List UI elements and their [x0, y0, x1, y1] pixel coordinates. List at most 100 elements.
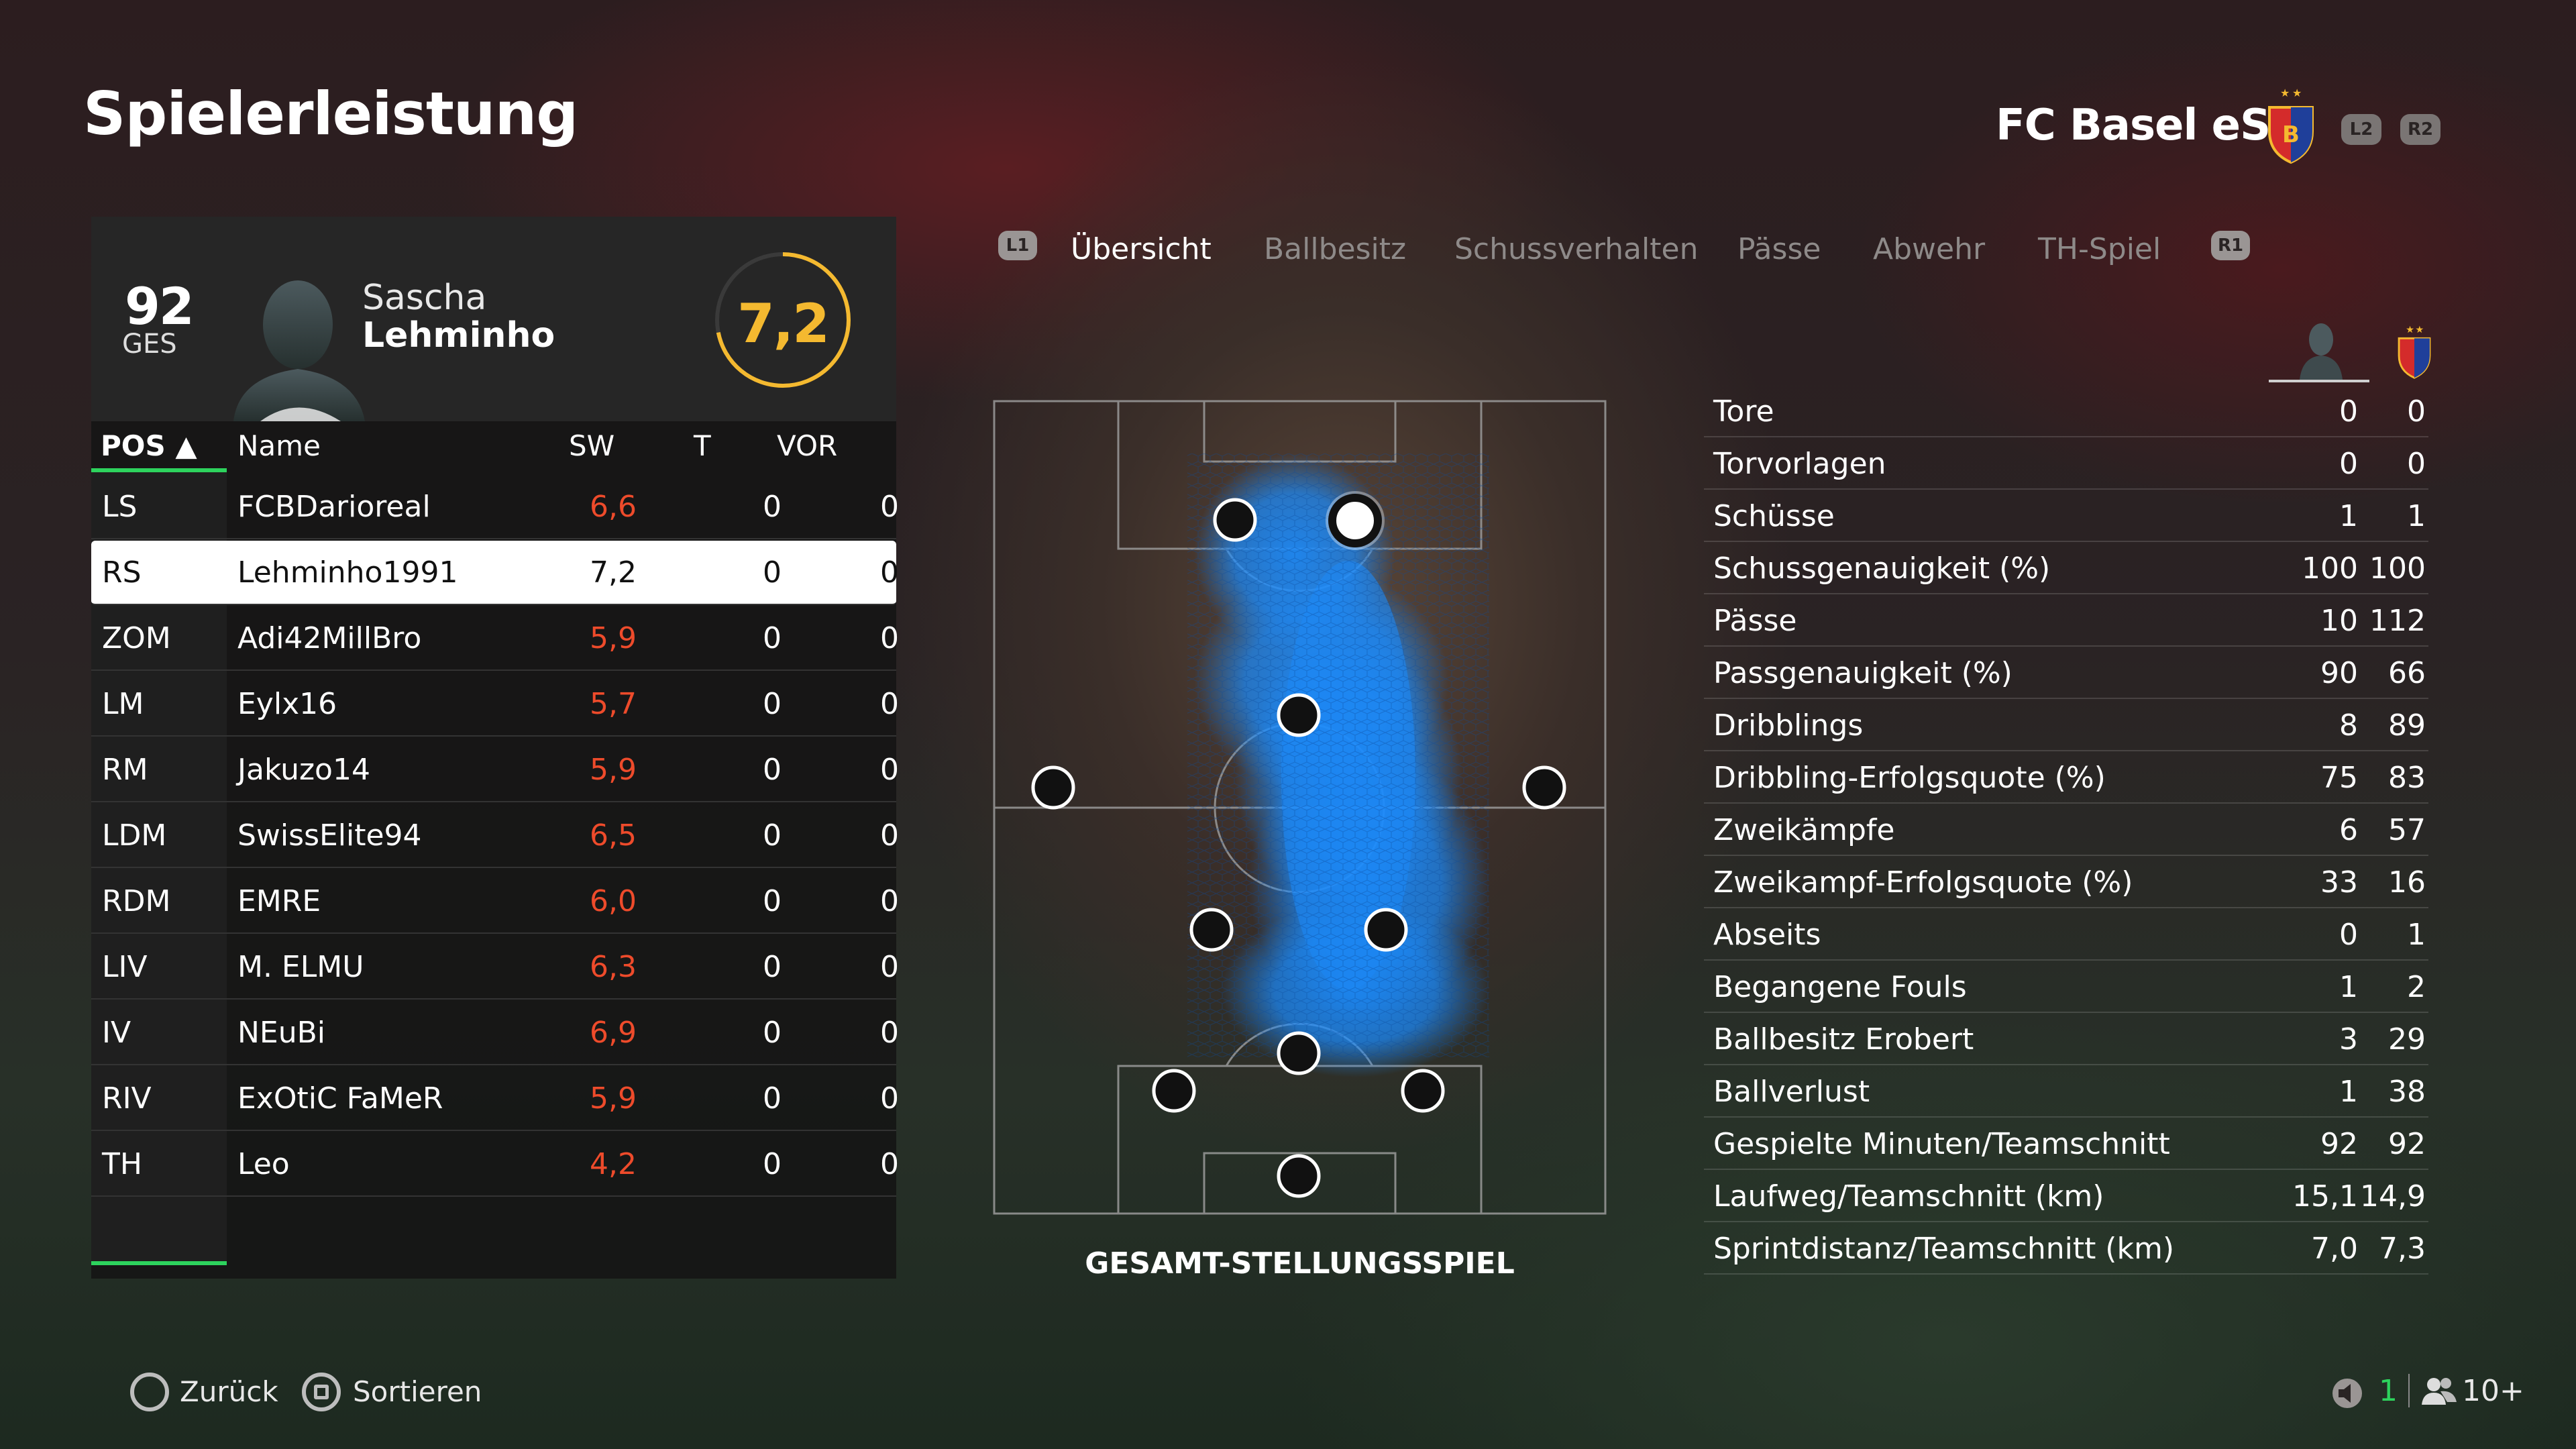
- tab-uebersicht[interactable]: Übersicht: [1071, 232, 1212, 266]
- stat-player-value: 7,0: [2311, 1232, 2358, 1266]
- square-button-icon[interactable]: [302, 1373, 341, 1411]
- stat-row: Schussgenauigkeit (%) 100 100: [1704, 542, 2428, 594]
- row-goals: 0: [763, 1081, 782, 1116]
- col-header-t[interactable]: T: [694, 429, 711, 462]
- stat-team-value: 1: [2407, 499, 2426, 533]
- row-goals: 0: [763, 555, 782, 590]
- stat-player-value: 1: [2339, 499, 2358, 533]
- stat-label: Dribblings: [1713, 708, 1864, 743]
- row-assists: 0: [880, 1081, 899, 1116]
- player-position-dots: [1031, 491, 1566, 1198]
- row-pos: RM: [102, 753, 148, 787]
- row-rating: 6,0: [590, 884, 637, 918]
- row-pos: IV: [102, 1016, 131, 1050]
- row-name: Leo: [237, 1147, 290, 1181]
- tab-schussverhalten[interactable]: Schussverhalten: [1454, 232, 1699, 266]
- stat-label: Gespielte Minuten/Teamschnitt: [1713, 1127, 2170, 1161]
- player-position-dot: [1213, 498, 1257, 542]
- table-row[interactable]: RS Lehminho1991 7,2 0 0: [91, 541, 899, 605]
- stat-player-value: 100: [2302, 551, 2358, 586]
- row-rating: 4,2: [590, 1147, 637, 1181]
- stat-row: Zweikampf-Erfolgsquote (%) 33 16: [1704, 856, 2428, 908]
- row-rating: 5,9: [590, 1081, 637, 1116]
- row-assists: 0: [880, 1016, 899, 1050]
- selected-player-dot: [1328, 494, 1382, 547]
- table-row[interactable]: RM Jakuzo14 5,9 0 0: [91, 738, 899, 802]
- tab-paesse[interactable]: Pässe: [1737, 232, 1821, 266]
- sort-button[interactable]: Sortieren: [353, 1375, 482, 1408]
- bottom-divider: [2408, 1374, 2410, 1407]
- col-header-name[interactable]: Name: [237, 429, 321, 462]
- table-row[interactable]: ZOM Adi42MillBro 5,9 0 0: [91, 606, 899, 671]
- table-row[interactable]: RIV ExOtiC FaMeR 5,9 0 0: [91, 1067, 899, 1131]
- svg-text:★: ★: [2415, 325, 2424, 335]
- r1-button[interactable]: R1: [2211, 231, 2250, 260]
- circle-button-icon[interactable]: [130, 1373, 169, 1411]
- stat-player-value: 8: [2339, 708, 2358, 743]
- stat-row: Schüsse 1 1: [1704, 490, 2428, 542]
- row-assists: 0: [880, 818, 899, 853]
- stat-player-value: 15,1: [2292, 1179, 2358, 1214]
- stat-team-value: 14,9: [2360, 1179, 2426, 1214]
- l1-button[interactable]: L1: [998, 231, 1037, 260]
- row-name: Lehminho1991: [237, 555, 458, 590]
- row-goals: 0: [763, 950, 782, 984]
- stat-row: Pässe 10 112: [1704, 594, 2428, 647]
- stat-row: Dribblings 8 89: [1704, 699, 2428, 751]
- stat-player-value: 0: [2339, 394, 2358, 429]
- tab-th-spiel[interactable]: TH-Spiel: [2038, 232, 2161, 266]
- player-overall-label: GES: [122, 329, 177, 360]
- table-row[interactable]: IV NEuBi 6,9 0 0: [91, 1001, 899, 1065]
- tab-abwehr[interactable]: Abwehr: [1873, 232, 1986, 266]
- stat-label: Abseits: [1713, 918, 1821, 952]
- row-name: FCBDarioreal: [237, 490, 431, 524]
- row-name: Eylx16: [237, 687, 337, 721]
- row-pos: LS: [102, 490, 138, 524]
- stat-label: Tore: [1713, 394, 1774, 429]
- back-button[interactable]: Zurück: [180, 1375, 278, 1408]
- player-position-dot: [1189, 908, 1234, 952]
- stat-player-value: 92: [2320, 1127, 2358, 1161]
- r2-button[interactable]: R2: [2400, 114, 2440, 145]
- match-rating-value: 7,2: [737, 292, 830, 355]
- stat-team-value: 29: [2388, 1022, 2426, 1057]
- row-rating: 6,5: [590, 818, 637, 853]
- row-rating: 5,7: [590, 687, 637, 721]
- stat-player-value: 90: [2320, 656, 2358, 690]
- row-assists: 0: [880, 555, 899, 590]
- row-rating: 5,9: [590, 753, 637, 787]
- col-header-sw[interactable]: SW: [569, 429, 615, 462]
- table-row[interactable]: LDM SwissElite94 6,5 0 0: [91, 804, 899, 868]
- table-row[interactable]: LIV M. ELMU 6,3 0 0: [91, 935, 899, 1000]
- table-row[interactable]: LM Eylx16 5,7 0 0: [91, 672, 899, 737]
- voice-count: 1: [2379, 1374, 2398, 1408]
- col-header-pos[interactable]: POS ▲: [101, 429, 197, 462]
- row-pos: LM: [102, 687, 144, 721]
- row-rating: 7,2: [590, 555, 637, 590]
- tab-ballbesitz[interactable]: Ballbesitz: [1264, 232, 1407, 266]
- player-first-name: Sascha: [362, 278, 487, 318]
- sort-indicator: [91, 468, 227, 472]
- svg-text:★: ★: [2406, 325, 2414, 335]
- stat-team-value: 0: [2407, 447, 2426, 481]
- row-goals: 0: [763, 884, 782, 918]
- l2-button[interactable]: L2: [2341, 114, 2381, 145]
- stat-label: Schussgenauigkeit (%): [1713, 551, 2051, 586]
- player-position-dot: [1277, 693, 1321, 737]
- row-pos: RDM: [102, 884, 171, 918]
- stat-row: Ballbesitz Erobert 3 29: [1704, 1013, 2428, 1065]
- svg-text:B: B: [2282, 121, 2300, 148]
- table-row[interactable]: RDM EMRE 6,0 0 0: [91, 869, 899, 934]
- row-rating: 6,3: [590, 950, 637, 984]
- pitch-title: GESAMT-STELLUNGSSPIEL: [1085, 1246, 1515, 1281]
- stat-player-value: 1: [2339, 970, 2358, 1004]
- player-avatar-small: [2300, 323, 2343, 380]
- table-row[interactable]: TH Leo 4,2 0 0: [91, 1132, 899, 1197]
- stat-label: Dribbling-Erfolgsquote (%): [1713, 761, 2106, 795]
- stat-team-value: 100: [2369, 551, 2426, 586]
- stat-player-value: 75: [2320, 761, 2358, 795]
- col-header-vor[interactable]: VOR: [777, 429, 838, 462]
- table-row[interactable]: LS FCBDarioreal 6,6 0 0: [91, 475, 899, 539]
- stat-label: Zweikampf-Erfolgsquote (%): [1713, 865, 2133, 900]
- row-rating: 6,6: [590, 490, 637, 524]
